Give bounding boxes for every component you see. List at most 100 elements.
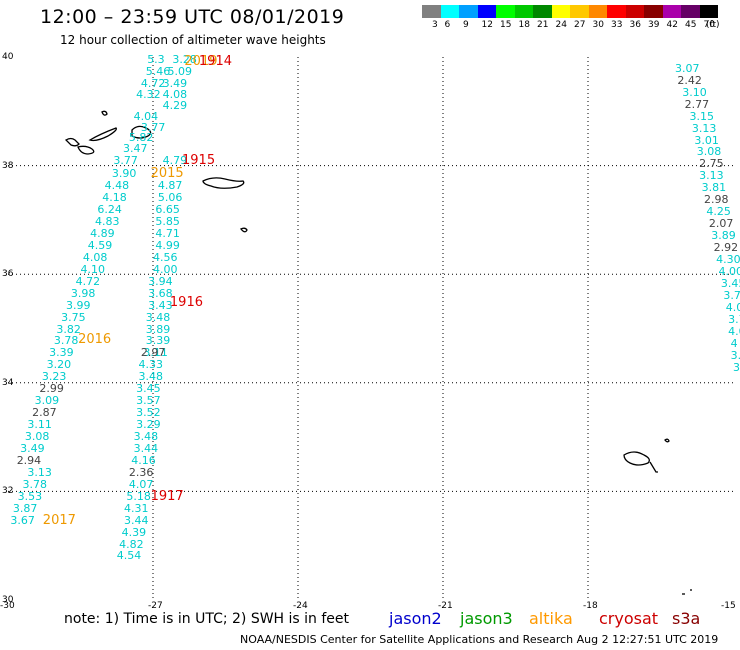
wave-height-value: 3.07 — [675, 61, 700, 75]
wave-height-value: 4.56 — [153, 250, 178, 264]
coastline — [239, 227, 248, 233]
wave-height-value: 4.08 — [162, 87, 188, 101]
time-label: 1916 — [169, 295, 203, 311]
scale-swatch — [477, 5, 496, 18]
wave-height-value: 3.71 — [723, 288, 740, 302]
wave-height-value: 3. — [730, 348, 740, 362]
wave-height-value: 4 — [730, 336, 738, 350]
scale-swatch — [551, 5, 570, 18]
coastline — [664, 438, 670, 443]
scale-tick-label: 18 — [518, 20, 530, 30]
wave-height-value: 4.00 — [153, 262, 178, 276]
wave-height-value: 4.59 — [87, 238, 113, 252]
footer-credit: NOAA/NESDIS Center for Satellite Applica… — [240, 633, 719, 646]
wave-height-value: 4.39 — [121, 525, 147, 539]
scale-tick-label: 15 — [500, 20, 512, 30]
scale-swatch — [662, 5, 681, 18]
wave-height-value: 3.77 — [113, 154, 138, 168]
wave-height-value: 4.07 — [128, 477, 154, 491]
coastline — [77, 145, 95, 155]
lat-tick-label: 34 — [2, 377, 14, 388]
wave-height-value: 4.10 — [80, 262, 106, 276]
time-label: 1917 — [150, 488, 184, 504]
time-label: 2015 — [150, 166, 184, 182]
coastline — [101, 110, 108, 116]
wave-height-value: 5.06 — [157, 191, 183, 205]
time-label: 2017 — [42, 512, 76, 528]
lat-tick-label: 40 — [2, 52, 14, 62]
scale-tick-label: 30 — [592, 20, 604, 30]
coastline — [131, 125, 152, 139]
scale-swatch — [514, 5, 533, 18]
wave-height-value: 3.49 — [20, 441, 45, 455]
scale-tick-label: 12 — [481, 20, 493, 30]
scale-swatch — [570, 5, 589, 18]
wave-height-value: 4.89 — [90, 226, 115, 240]
wave-height-value: 4.31 — [124, 501, 149, 515]
wave-height-value: 3.13 — [699, 169, 724, 183]
wave-height-value: 3.08 — [24, 430, 50, 443]
wave-height-value: 4.29 — [162, 98, 188, 112]
wave-height-value: 3.08 — [696, 145, 722, 159]
wave-height-value: 5.85 — [155, 214, 180, 228]
wave-height-value: 2.97 — [140, 346, 166, 360]
satellite-legend-cryosat: cryosat — [599, 609, 659, 628]
wave-height-value: 2.75 — [699, 157, 724, 171]
wave-height-value: 3.10 — [682, 85, 707, 99]
wave-height-value: 3.44 — [133, 441, 159, 455]
scale-tick-label: 3 — [432, 20, 438, 30]
scale-swatch — [625, 5, 644, 18]
wave-height-value: 3.48 — [138, 370, 164, 384]
coastline — [202, 177, 245, 189]
wave-height-value: 3.98 — [70, 286, 96, 300]
wave-height-value: 3.20 — [46, 358, 72, 372]
footer-note: note: 1) Time is in UTC; 2) SWH is in fe… — [64, 611, 350, 627]
scale-swatch — [681, 5, 700, 18]
wave-height-value: 3.11 — [27, 418, 52, 432]
wave-height-value: 3.81 — [701, 181, 727, 195]
wave-height-value: 2.99 — [39, 382, 64, 396]
lat-tick-label: 36 — [2, 269, 14, 280]
wave-height-value: 3.01 — [694, 133, 719, 147]
wave-height-value: 2.92 — [713, 241, 739, 255]
wave-height-value: 3 — [733, 360, 740, 374]
coastline — [88, 127, 117, 142]
scale-swatch — [459, 5, 478, 18]
wave-height-value: 4.33 — [138, 358, 164, 372]
wave-height-value: 3.78 — [22, 477, 48, 491]
wave-height-value: 3.11 — [143, 346, 168, 360]
wave-height-value: 2.98 — [704, 193, 729, 207]
wave-height-value: 4.25 — [706, 205, 731, 219]
scale-tick-label: 45 — [685, 20, 697, 30]
wave-height-value: 3.67 — [10, 513, 35, 527]
wave-height-value: 4.79 — [162, 154, 188, 168]
chart-subtitle: 12 hour collection of altimeter wave hei… — [60, 33, 326, 47]
lon-tick-label: -27 — [148, 601, 163, 611]
lat-tick-label: 38 — [2, 160, 14, 171]
wave-height-value: 2.87 — [32, 406, 57, 420]
wave-height-value: 4.72 — [140, 77, 166, 91]
wave-height-value: 6.24 — [97, 203, 122, 217]
scale-swatch — [496, 5, 515, 18]
wave-height-value: 3.57 — [136, 394, 161, 408]
scale-tick-label: 70 — [703, 20, 715, 30]
wave-height-value: 3.48 — [145, 310, 171, 324]
wave-height-value: 5.18 — [126, 489, 151, 503]
scale-swatch — [699, 5, 718, 18]
wave-height-value: 2.77 — [684, 97, 710, 111]
wave-height-value: 6.65 — [155, 203, 180, 217]
wave-height-value: 4.87 — [157, 179, 183, 193]
wave-height-value: 3.49 — [162, 77, 188, 91]
wave-height-value: 3.48 — [133, 430, 159, 443]
time-label: 1915 — [182, 153, 216, 169]
wave-height-value: 3.43 — [148, 298, 173, 312]
lat-tick-label: 30 — [2, 595, 14, 605]
wave-height-value: 4.18 — [102, 191, 127, 205]
wave-height-value: 3.75 — [61, 310, 86, 324]
wave-height-value: 2.42 — [677, 73, 702, 87]
scale-tick-label: 24 — [555, 20, 567, 30]
wave-height-value: 4.30 — [716, 252, 740, 266]
scale-tick-label: 21 — [537, 20, 549, 30]
wave-height-value: 4.83 — [95, 214, 120, 228]
